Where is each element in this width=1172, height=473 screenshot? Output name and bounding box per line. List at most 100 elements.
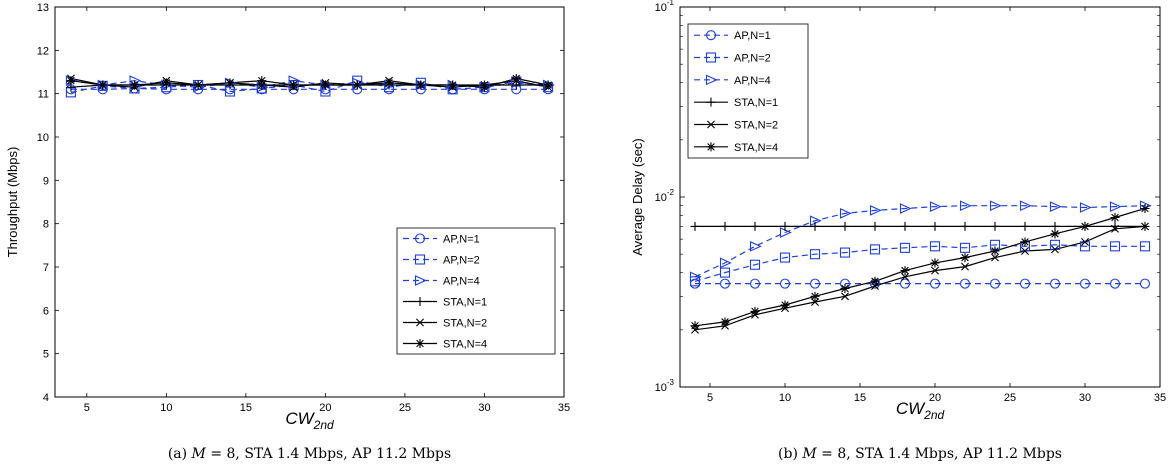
data-point <box>750 221 760 231</box>
series-line-AP,N=4 <box>694 205 1146 278</box>
data-point <box>1110 213 1120 223</box>
data-point <box>809 249 821 260</box>
legend-marker <box>706 97 716 107</box>
legend-label: AP,N=1 <box>443 234 480 246</box>
data-point <box>1109 241 1121 252</box>
data-point <box>225 78 235 88</box>
legend: AP,N=1 AP,N=2 AP,N=4 STA,N=1 STA,N=2 STA,N=4 <box>687 23 809 159</box>
data-point <box>1021 246 1029 255</box>
data-point <box>900 266 910 276</box>
legend-marker <box>706 142 716 152</box>
data-point <box>257 76 267 86</box>
data-point <box>929 278 941 289</box>
series-markers-STA,N=4 <box>66 74 553 92</box>
legend-box <box>687 23 809 159</box>
legend-label: STA,N=4 <box>443 339 487 351</box>
data-point <box>1080 221 1090 231</box>
legend-label: STA,N=1 <box>443 297 487 309</box>
x-tick-label: 10 <box>160 402 172 414</box>
data-point <box>66 76 76 86</box>
data-point <box>1051 245 1059 254</box>
data-point <box>960 221 970 231</box>
data-point <box>959 242 971 253</box>
data-point <box>811 298 819 307</box>
data-point <box>479 82 489 92</box>
data-point <box>384 78 394 88</box>
data-point <box>989 200 1002 212</box>
data-point <box>779 252 791 263</box>
data-point <box>1049 278 1061 289</box>
data-point <box>930 258 940 268</box>
y-tick-label: 10-2 <box>655 188 675 204</box>
legend-label: STA,N=2 <box>443 318 487 330</box>
y-tick-label: 11 <box>38 89 49 101</box>
y-axis-label: Throughput (Mbps) <box>5 147 20 258</box>
legend-label: AP,N=2 <box>443 255 480 267</box>
data-point <box>720 317 730 327</box>
data-point <box>1139 278 1151 289</box>
data-point <box>543 80 553 90</box>
data-point <box>780 221 790 231</box>
legend-label: AP,N=4 <box>734 75 771 87</box>
y-axis-label: Average Delay (sec) <box>630 138 645 256</box>
chart-0: 5 10 15 20 25 30 35 4 5 6 7 8 9 10 11 12 13 Throughput (M… <box>5 2 570 462</box>
legend-marker <box>414 254 426 265</box>
caption: (a) M = 8, STA 1.4 Mbps, AP 11.2 Mbps <box>168 446 451 462</box>
series-line-STA,N=4 <box>694 207 1146 327</box>
legend-label: AP,N=2 <box>734 53 771 65</box>
data-point <box>899 203 912 214</box>
data-point <box>840 221 850 231</box>
x-tick-label: 20 <box>319 402 331 414</box>
data-point <box>750 306 760 316</box>
x-tick-label: 10 <box>779 392 791 404</box>
data-point <box>779 278 791 289</box>
data-point <box>690 321 700 331</box>
x-axis-label: CW2nd <box>896 399 945 422</box>
data-point <box>1109 278 1121 289</box>
y-tick-label: 7 <box>43 262 49 274</box>
legend-label: STA,N=4 <box>734 142 778 154</box>
data-point <box>689 271 702 283</box>
data-point <box>899 242 911 253</box>
data-point <box>990 246 1000 256</box>
data-point <box>749 278 761 289</box>
x-tick-label: 25 <box>399 402 411 414</box>
x-axis-label: CW2nd <box>285 409 334 432</box>
x-tick-label: 30 <box>478 402 490 414</box>
chart-1: 5 10 15 20 25 30 35 10-3 10-2 10-1 Average Delay (… <box>630 0 1166 462</box>
data-point <box>1019 200 1032 212</box>
data-point <box>289 80 299 90</box>
legend-label: STA,N=1 <box>734 97 778 109</box>
y-tick-label: 8 <box>43 219 49 231</box>
legend-marker <box>416 318 424 327</box>
series-markers-STA,N=1 <box>690 221 1150 231</box>
data-point <box>511 74 521 83</box>
legend-marker <box>415 339 425 348</box>
data-point <box>960 253 970 263</box>
data-point <box>961 262 969 271</box>
series-markers-AP,N=1 <box>689 278 1151 289</box>
y-tick-label: 13 <box>37 2 49 14</box>
x-tick-label: 15 <box>854 392 866 404</box>
legend-marker <box>705 74 718 86</box>
data-point <box>749 240 762 252</box>
data-point <box>991 253 999 262</box>
data-point <box>1139 241 1151 252</box>
y-tick-label: 10 <box>37 132 49 144</box>
y-tick-label: 10-3 <box>655 378 675 394</box>
data-point <box>1141 222 1149 231</box>
data-point <box>901 272 909 281</box>
x-tick-label: 35 <box>1154 392 1166 404</box>
data-point <box>900 221 910 231</box>
data-point <box>720 221 730 231</box>
data-point <box>809 278 821 289</box>
data-point <box>1111 224 1119 233</box>
legend-marker <box>705 30 717 41</box>
y-tick-label: 12 <box>37 45 49 57</box>
data-point <box>719 257 732 269</box>
data-point <box>1079 202 1092 213</box>
caption: (b) M = 8, STA 1.4 Mbps, AP 11.2 Mbps <box>778 446 1062 462</box>
data-point <box>810 221 820 231</box>
data-point <box>161 78 171 88</box>
